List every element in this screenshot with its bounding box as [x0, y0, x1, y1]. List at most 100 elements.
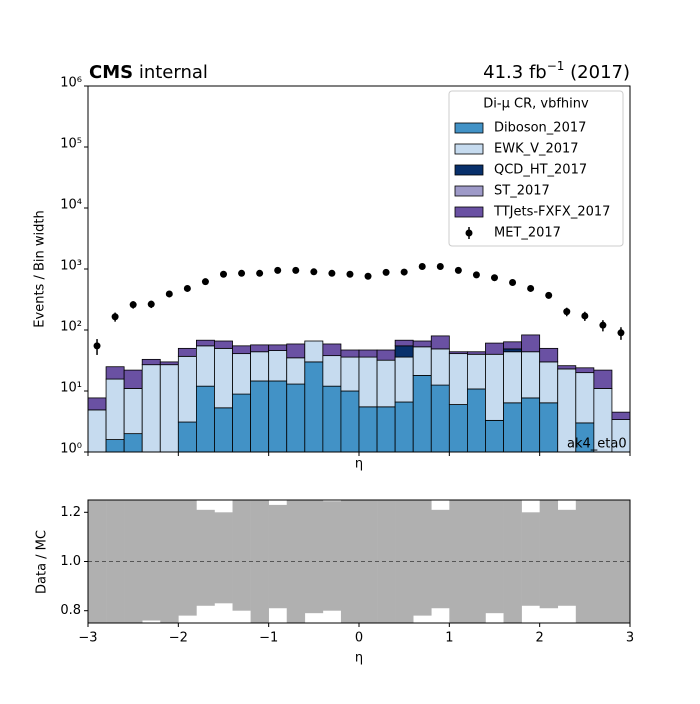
stack-bar — [412, 340, 432, 348]
stack-bar — [123, 388, 143, 435]
ratio-frame — [87, 499, 631, 624]
uncertainty-band — [521, 512, 540, 606]
stack-bar — [448, 353, 468, 405]
uncertainty-band — [485, 500, 504, 614]
stack-bar — [195, 339, 215, 347]
stack-bar — [448, 351, 468, 355]
stack-bar — [376, 406, 396, 452]
x-tick-label: −2 — [169, 631, 188, 646]
y-tick-label: 10⁵ — [60, 137, 82, 152]
ratio-plot — [88, 500, 630, 623]
stack-bar — [159, 361, 179, 366]
y-tick-label: 10⁴ — [60, 198, 82, 213]
data-point — [581, 312, 589, 320]
stack-bar — [268, 350, 288, 382]
data-point — [346, 270, 354, 278]
data-point — [165, 290, 173, 298]
stack-bar — [340, 356, 360, 392]
legend-swatch — [454, 206, 484, 218]
stack-bar — [340, 390, 360, 452]
uncertainty-band — [593, 500, 613, 623]
stack-bar — [503, 402, 522, 452]
stack-bar — [448, 404, 468, 452]
y-axis-label: Events / Bin width — [33, 210, 48, 327]
legend-swatch — [454, 185, 484, 197]
stack-bar — [286, 357, 306, 385]
stack-bar — [412, 346, 432, 376]
x-axis-label: η — [355, 457, 363, 472]
stack-bar — [123, 369, 143, 389]
data-point — [111, 313, 119, 321]
data-point — [256, 269, 264, 277]
data-point — [491, 274, 498, 282]
x-tick-label: 1 — [445, 631, 453, 646]
data-point — [183, 284, 191, 292]
stack-bar — [141, 358, 161, 366]
stack-bar — [322, 385, 342, 452]
uncertainty-band — [268, 504, 288, 609]
uncertainty-band — [377, 500, 396, 623]
data-point — [527, 284, 535, 292]
x-tick-label: −3 — [78, 631, 97, 646]
uncertainty-band — [322, 501, 342, 611]
stack-bar — [412, 375, 432, 452]
legend: Di-μ CR, vbfhinv Diboson_2017 EWK_V_2017 Q… — [448, 90, 624, 247]
stack-bar — [304, 361, 324, 452]
data-point — [599, 321, 607, 329]
data-point — [220, 270, 227, 278]
annotation: ak4_eta0 — [567, 437, 627, 452]
y-tick-label: 10¹ — [60, 381, 82, 396]
stack-bar — [88, 397, 107, 411]
stack-bar — [466, 351, 486, 355]
x-tick-label: 2 — [536, 631, 544, 646]
uncertainty-band — [304, 500, 324, 614]
data-point — [274, 266, 282, 274]
stack-bar — [394, 401, 414, 452]
stack-bar — [177, 421, 197, 452]
y-tick-label: 1.2 — [60, 505, 81, 520]
stack-bar — [250, 380, 270, 452]
data-point — [364, 272, 372, 280]
x-tick-label: 0 — [355, 631, 363, 646]
stack-bar — [394, 339, 414, 347]
stack-bar — [250, 344, 270, 353]
uncertainty-band — [160, 500, 179, 623]
axes: 10⁰ 10¹ 10² 10³ 10⁴ 10⁵ 10⁶ 0.8 1.0 1.2 −3 −2 −1 0 1 2 3 — [60, 76, 634, 646]
data-point — [563, 308, 571, 316]
title-rest: internal — [139, 62, 208, 83]
data-point — [328, 269, 336, 277]
y-tick-label: 10⁶ — [60, 76, 82, 91]
data-point — [292, 266, 300, 274]
stack-bar — [250, 351, 270, 382]
uncertainty-band — [286, 500, 306, 623]
stack-bar — [539, 361, 559, 404]
x-axis-label: η — [355, 651, 363, 666]
stack-bar — [322, 355, 342, 387]
uncertainty-band — [106, 500, 125, 623]
stack-bar — [521, 334, 541, 353]
stack-bar — [466, 388, 486, 452]
stack-bar — [394, 356, 414, 403]
legend-label: Diboson_2017 — [494, 121, 586, 136]
stack-bar — [539, 402, 559, 452]
stack-bar — [105, 366, 125, 380]
legend-label: EWK_V_2017 — [494, 142, 579, 157]
data-point — [472, 271, 480, 279]
data-point — [93, 342, 101, 350]
uncertainty-band — [142, 500, 161, 621]
uncertainty-band — [232, 500, 251, 611]
uncertainty-band — [449, 500, 468, 623]
stack-bar — [358, 406, 378, 452]
uncertainty-band — [413, 500, 432, 616]
stack-bar — [195, 385, 215, 452]
data-point — [436, 262, 444, 270]
stack-bar — [232, 393, 252, 452]
data-point — [454, 266, 462, 274]
data-point — [147, 300, 155, 308]
stack-bar — [485, 342, 504, 355]
stack-bar — [394, 345, 414, 358]
stack-bar — [286, 343, 306, 359]
stack-bar — [232, 345, 252, 355]
x-tick-label: −1 — [259, 631, 278, 646]
uncertainty-band — [503, 500, 522, 623]
